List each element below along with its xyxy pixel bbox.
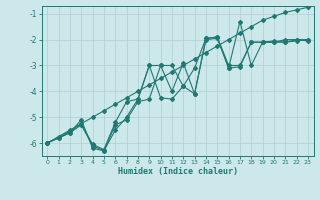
X-axis label: Humidex (Indice chaleur): Humidex (Indice chaleur) (118, 167, 237, 176)
